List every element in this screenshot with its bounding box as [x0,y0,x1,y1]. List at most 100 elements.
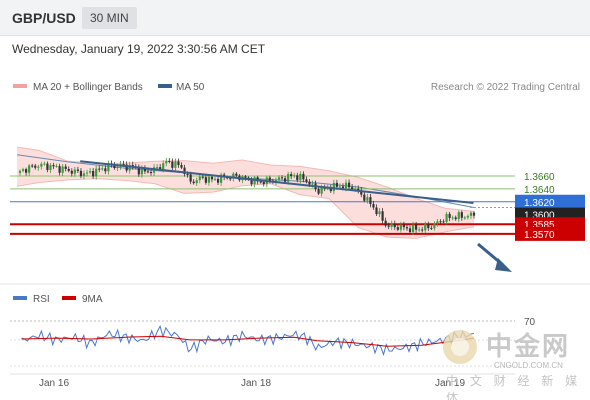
candle-body [82,173,86,177]
candle-body [46,163,49,170]
watermark-sub: 中 文 财 经 新 媒 体 [446,374,582,400]
candle-body [338,186,342,188]
candle-body [143,168,147,172]
candle-body [442,221,445,223]
candle-body [37,166,40,168]
candle-body [308,181,311,185]
candle-body [146,171,150,173]
candle-body [347,182,351,188]
candle-body [34,165,37,168]
candle-body [287,174,290,182]
x-tick-jan19: Jan 19 [435,378,465,389]
candle-body [396,227,399,230]
watermark-cn: 中金网 [486,332,571,362]
candle-body [210,176,214,180]
candle-body [21,169,25,171]
watermark-site: CNGOLD.COM.CN [494,361,563,370]
candle-body [448,213,451,218]
candle-body [454,217,457,220]
candle-body [64,166,67,169]
candle-body [165,161,168,164]
candle-body [186,174,189,176]
candle-body [76,169,79,171]
candle-body [49,165,52,170]
candle-body [415,224,418,230]
candle-body [67,168,70,171]
candle-body [61,166,64,173]
candle-body [439,221,442,223]
candle-body [354,188,357,190]
candle-body [192,181,195,184]
candle-body [320,187,323,194]
candle-body [311,183,314,185]
candle-body [137,167,140,175]
candle-body [58,166,61,173]
candle-body [244,176,247,178]
candle-body [85,172,89,174]
candle-body [149,172,153,174]
candle-body [351,187,354,190]
candle-body [390,223,393,227]
level-badge-1.3620 [515,194,585,209]
level-label-1.3640: 1.3640 [524,185,555,196]
candle-body [195,180,198,184]
candle-body [381,211,384,221]
candle-body [283,178,287,182]
candle-body [363,194,366,201]
candle-body [375,207,378,215]
candle-body [290,174,293,177]
level-label-1.3660: 1.3660 [524,172,555,183]
candle-body [357,188,360,191]
candle-body [341,186,345,189]
candle-body [55,166,58,168]
ma50-legend-label: MA 50 [176,82,205,93]
currency-pair: GBP/USD [12,10,76,26]
candle-body [372,204,375,208]
candle-body [433,223,436,229]
timeframe-button[interactable]: 30 MIN [82,7,137,29]
candle-body [92,171,95,177]
candle-body [402,224,406,228]
candle-body [25,169,28,173]
watermark-logo-inner [451,338,469,356]
candle-body [229,178,232,180]
candle-body [43,163,46,165]
candle-body [140,168,143,175]
candle-body [369,197,372,205]
ma50-legend-swatch [158,84,172,88]
candle-body [177,161,180,166]
candle-body [427,224,430,229]
level-badge-1.3570 [515,226,585,241]
candle-body [201,176,204,178]
candle-body [280,177,284,179]
candle-body [305,179,308,182]
rsi-70-label: 70 [524,317,536,328]
candle-body [247,177,250,179]
bollinger-legend-label: MA 20 + Bollinger Bands [33,82,143,93]
candle-body [73,169,76,174]
candle-body [378,211,381,215]
datetime-label: Wednesday, January 19, 2022 3:30:56 AM C… [12,42,266,56]
candle-body [113,165,116,169]
candle-body [183,167,186,175]
candle-body [424,224,427,231]
candle-body [98,168,101,170]
candle-body [180,165,183,168]
candle-body [302,173,305,180]
candle-body [421,229,424,231]
candle-body [107,163,110,172]
level-label-1.3585: 1.3585 [524,220,555,231]
candle-body [162,163,165,170]
candle-body [430,228,433,230]
candle-body [335,182,338,187]
candle-body [159,167,162,170]
candle-body [125,164,128,171]
candle-body [101,168,104,170]
trendline [80,160,474,205]
candle-body [393,223,396,228]
candle-body [472,212,476,216]
candle-body [40,163,43,167]
candle-body [387,225,390,227]
